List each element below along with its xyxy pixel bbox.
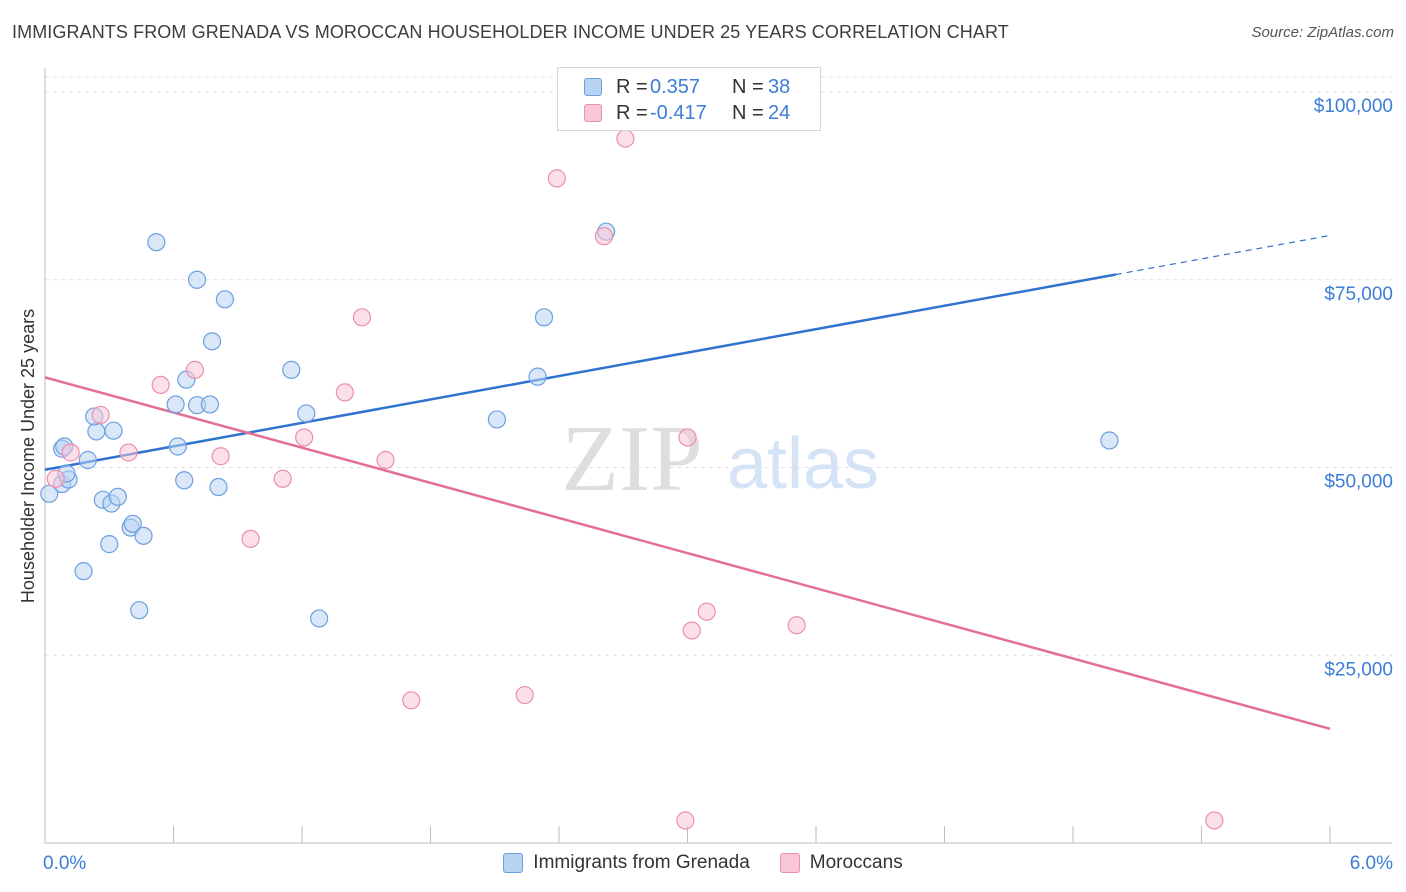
legend-item-moroccans: Moroccans — [779, 852, 903, 874]
legend-item-grenada: Immigrants from Grenada — [503, 852, 750, 874]
moroccans-point — [787, 616, 806, 635]
y-tick-label: $100,000 — [1314, 96, 1393, 117]
source-credit: Source: ZipAtlas.com — [1251, 24, 1394, 41]
grenada-point — [108, 487, 127, 506]
moroccans-point — [91, 405, 110, 425]
grenada-point — [209, 477, 228, 497]
grenada-point — [487, 410, 506, 429]
moroccans-point — [402, 691, 421, 710]
y-axis-label: Householder Income Under 25 years — [18, 309, 38, 603]
grenada-point — [78, 450, 97, 470]
legend-swatch-blue — [584, 78, 602, 96]
watermark-zip: ZIP — [562, 407, 703, 511]
legend-swatch-pink — [584, 104, 602, 122]
grenada-point — [100, 535, 119, 554]
grenada-point — [175, 471, 194, 490]
legend-r-value: -0.417 — [650, 101, 707, 124]
grid-lines — [45, 76, 1392, 656]
moroccans-point — [376, 450, 395, 470]
grenada-point — [297, 404, 316, 423]
moroccans-point — [594, 227, 614, 246]
grenada-point — [166, 395, 185, 414]
legend-row-grenada: R = 0.357 N = 38 — [584, 75, 790, 99]
y-tick-label: $50,000 — [1324, 472, 1393, 493]
grenada-point — [147, 233, 166, 252]
grenada-point — [104, 421, 123, 440]
legend-label-moroccans: Moroccans — [809, 852, 903, 873]
correlation-legend: R = 0.357 N = 38 R = -0.417 N = 24 — [557, 67, 821, 131]
moroccans-point — [46, 469, 65, 488]
y-tick-label: $25,000 — [1324, 659, 1393, 680]
grenada-point — [40, 484, 59, 503]
legend-r-label: R = — [616, 101, 648, 124]
grenada-point — [187, 270, 207, 289]
grenada-point — [202, 332, 222, 351]
moroccans-point — [697, 602, 716, 621]
x-tick-label-max: 6.0% — [1350, 853, 1393, 874]
grenada-trend-line — [44, 273, 1117, 471]
grenada-point — [310, 609, 329, 628]
data-points — [40, 129, 1224, 830]
moroccans-point — [151, 375, 170, 395]
grenada-point — [87, 422, 106, 441]
moroccans-point — [682, 621, 701, 640]
x-tick-label-min: 0.0% — [43, 853, 86, 874]
moroccans-point — [1205, 811, 1224, 830]
x-tick-labels: 0.0% 6.0% — [43, 853, 1393, 874]
moroccans-point — [335, 383, 354, 402]
legend-n-label: N = — [732, 75, 764, 98]
moroccans-point — [352, 308, 372, 327]
grenada-point — [534, 308, 554, 327]
grenada-point — [200, 395, 220, 414]
chart-title: IMMIGRANTS FROM GRENADA VS MOROCCAN HOUS… — [12, 22, 1009, 42]
moroccans-point — [185, 360, 205, 379]
legend-r-value: 0.357 — [650, 75, 701, 98]
legend-label-grenada: Immigrants from Grenada — [533, 852, 750, 873]
moroccans-point — [211, 447, 230, 466]
grenada-point — [215, 290, 234, 309]
legend-n-value: 38 — [768, 75, 791, 98]
y-tick-label: $75,000 — [1324, 284, 1393, 305]
moroccans-point — [241, 529, 260, 548]
legend-swatch-pink — [779, 853, 800, 873]
grenada-point — [123, 514, 142, 533]
y-tick-labels: $25,000 $50,000 $75,000 $100,000 — [1314, 96, 1393, 680]
legend-swatch-blue — [503, 853, 524, 873]
trend-lines — [44, 234, 1331, 731]
legend-row-moroccans: R = -0.417 N = 24 — [584, 101, 790, 125]
grenada-point — [528, 367, 547, 386]
moroccans-point — [61, 443, 80, 462]
grenada-point — [1100, 431, 1119, 450]
grenada-point — [168, 437, 187, 456]
legend-n-label: N = — [732, 101, 764, 124]
moroccans-point — [547, 169, 566, 188]
moroccans-point — [676, 811, 695, 830]
legend-r-label: R = — [616, 75, 648, 98]
watermark-atlas: atlas — [727, 424, 879, 504]
moroccans-point — [616, 129, 635, 148]
grenada-point — [74, 562, 93, 581]
watermark: ZIP atlas — [562, 407, 880, 511]
axes — [44, 68, 1392, 844]
legend-n-value: 24 — [768, 101, 791, 124]
moroccans-trend-line — [44, 376, 1331, 731]
grenada-point — [282, 360, 301, 379]
grenada-point — [134, 526, 153, 545]
grenada-trend-extension — [1115, 234, 1331, 276]
series-legend: Immigrants from Grenada Moroccans — [0, 852, 1406, 874]
moroccans-point — [295, 428, 314, 447]
grenada-point — [130, 601, 149, 620]
moroccans-point — [678, 428, 697, 447]
moroccans-point — [119, 443, 138, 462]
moroccans-point — [515, 685, 534, 705]
moroccans-point — [273, 469, 292, 488]
